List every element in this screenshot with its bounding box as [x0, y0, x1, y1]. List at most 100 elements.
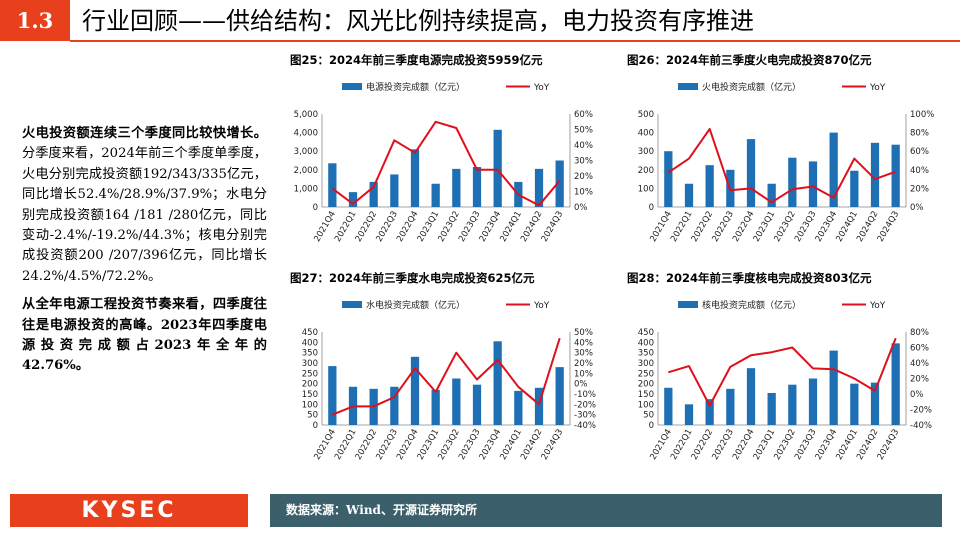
- bar: [431, 183, 440, 207]
- y-left-tick-label: 3,000: [294, 147, 318, 157]
- chart-svg: 火电投资完成额（亿元） YoY 0 100 200 300 400 500 0% 20% 40% 60…: [638, 81, 935, 244]
- y-left-tick-label: 2,000: [294, 166, 318, 176]
- header: 1.3 行业回顾——供给结构：风光比例持续提高，电力投资有序推进: [0, 0, 960, 43]
- y-left-tick-label: 400: [638, 338, 654, 348]
- bar: [555, 160, 564, 207]
- legend-line-label: YoY: [869, 301, 886, 311]
- y-left-tick-label: 500: [638, 110, 654, 120]
- yoy-line: [331, 337, 561, 416]
- y-left-tick-label: 300: [638, 147, 654, 157]
- y-right-tick-label: 40%: [574, 141, 593, 151]
- paragraph-q4-peak: 从全年电源工程投资节奏来看，四季度往往是电源投资的高峰。2023年四季度电源投资…: [22, 297, 267, 374]
- section-number: 1.3: [0, 0, 70, 41]
- y-right-tick-label: 0%: [910, 390, 924, 400]
- y-right-tick-label: -40%: [574, 421, 596, 431]
- y-right-tick-label: -20%: [574, 400, 596, 410]
- bar: [410, 356, 420, 425]
- legend-bar-label: 核电投资完成额（亿元）: [702, 299, 801, 311]
- legend-line-label: YoY: [869, 83, 886, 93]
- body-text: 火电投资额连续三个季度同比较快增长。分季度来看，2024年前三个季度单季度，火电…: [22, 124, 267, 385]
- yoy-line: [331, 120, 561, 207]
- paragraph-1-body: 分季度来看，2024年前三个季度单季度，火电分别完成投资额192/343/335…: [22, 146, 267, 284]
- page-title: 行业回顾——供给结构：风光比例持续提高，电力投资有序推进: [82, 7, 754, 35]
- bar: [664, 151, 673, 207]
- paragraph-thermal-investment: 火电投资额连续三个季度同比较快增长。分季度来看，2024年前三个季度单季度，火电…: [22, 124, 267, 287]
- y-right-tick-label: -30%: [574, 411, 596, 421]
- bar: [746, 368, 756, 425]
- y-left-tick-label: 450: [638, 328, 654, 338]
- bar: [472, 384, 482, 425]
- bar: [493, 341, 502, 425]
- bar: [870, 142, 880, 207]
- bar: [726, 388, 735, 425]
- header-divider: [70, 40, 960, 42]
- y-left-tick-label: 150: [302, 390, 318, 400]
- y-left-tick-label: 0: [649, 421, 654, 431]
- y-left-tick-label: 300: [638, 359, 654, 369]
- bar: [390, 386, 399, 425]
- y-left-tick-label: 450: [302, 328, 318, 338]
- bar: [410, 149, 420, 207]
- y-right-tick-label: 0%: [574, 380, 588, 390]
- bar: [534, 387, 544, 425]
- bar: [767, 183, 776, 207]
- data-source: 数据来源：Wind、开源证券研究所: [270, 494, 942, 527]
- yoy-line: [668, 337, 897, 407]
- bar: [767, 392, 776, 425]
- bar: [514, 390, 523, 425]
- y-right-tick-label: 50%: [574, 328, 593, 338]
- y-left-tick-label: 200: [638, 380, 654, 390]
- bar: [452, 168, 461, 207]
- bar: [328, 366, 337, 425]
- chart-26: 火电投资完成额（亿元） YoY 0 100 200 300 400 500 0% 20% 40% 60…: [622, 76, 942, 260]
- chart-28-title: 图28：2024年前三季度核电完成投资803亿元: [627, 271, 872, 285]
- y-right-tick-label: 60%: [910, 344, 929, 354]
- chart-25-title: 图25：2024年前三季度电源完成投资5959亿元: [290, 53, 543, 67]
- bar: [493, 129, 502, 207]
- y-right-tick-label: -20%: [910, 406, 932, 416]
- bar: [829, 350, 838, 425]
- brand-logo: KYSEC: [10, 494, 248, 527]
- y-left-tick-label: 4,000: [294, 129, 318, 139]
- y-left-tick-label: 1,000: [294, 184, 318, 194]
- y-left-tick-label: 350: [302, 349, 318, 359]
- bar: [684, 404, 694, 425]
- y-left-tick-label: 50: [307, 411, 318, 421]
- y-left-tick-label: 350: [638, 349, 654, 359]
- y-left-tick-label: 400: [302, 338, 318, 348]
- bar: [390, 174, 399, 207]
- bar: [891, 144, 900, 207]
- y-left-tick-label: 200: [302, 380, 318, 390]
- y-left-tick-label: 150: [638, 390, 654, 400]
- y-right-tick-label: 100%: [910, 110, 934, 120]
- bar: [472, 167, 482, 207]
- y-right-tick-label: -10%: [574, 390, 596, 400]
- y-left-tick-label: 400: [638, 129, 654, 139]
- y-right-tick-label: 80%: [910, 129, 929, 139]
- chart-27-title: 图27：2024年前三季度水电完成投资625亿元: [290, 271, 535, 285]
- bar: [328, 163, 337, 207]
- bar: [664, 387, 673, 425]
- y-right-tick-label: -40%: [910, 421, 932, 431]
- y-left-tick-label: 250: [302, 369, 318, 379]
- chart-svg: 水电投资完成额（亿元） YoY 05010015020025030035040045…: [302, 299, 596, 462]
- bar: [870, 382, 880, 425]
- y-left-tick-label: 200: [638, 166, 654, 176]
- legend-line-label: YoY: [533, 83, 550, 93]
- chart-28: 核电投资完成额（亿元） YoY 0 50 100 150 200 250 300 350 400 45…: [622, 294, 942, 478]
- y-right-tick-label: 0%: [910, 203, 924, 213]
- legend-bar-swatch: [678, 83, 698, 90]
- legend-bar-label: 火电投资完成额（亿元）: [702, 81, 801, 93]
- y-right-tick-label: 40%: [910, 166, 929, 176]
- bar: [808, 161, 818, 207]
- legend-bar-swatch: [342, 83, 362, 90]
- bar: [705, 399, 714, 425]
- y-right-tick-label: 30%: [574, 157, 593, 167]
- bar: [850, 170, 859, 207]
- legend-bar-swatch: [678, 301, 698, 308]
- chart-26-title: 图26：2024年前三季度火电完成投资870亿元: [627, 53, 872, 67]
- legend-bar-swatch: [342, 301, 362, 308]
- bar: [829, 132, 838, 207]
- y-right-tick-label: 20%: [574, 172, 593, 182]
- y-right-tick-label: 40%: [910, 359, 929, 369]
